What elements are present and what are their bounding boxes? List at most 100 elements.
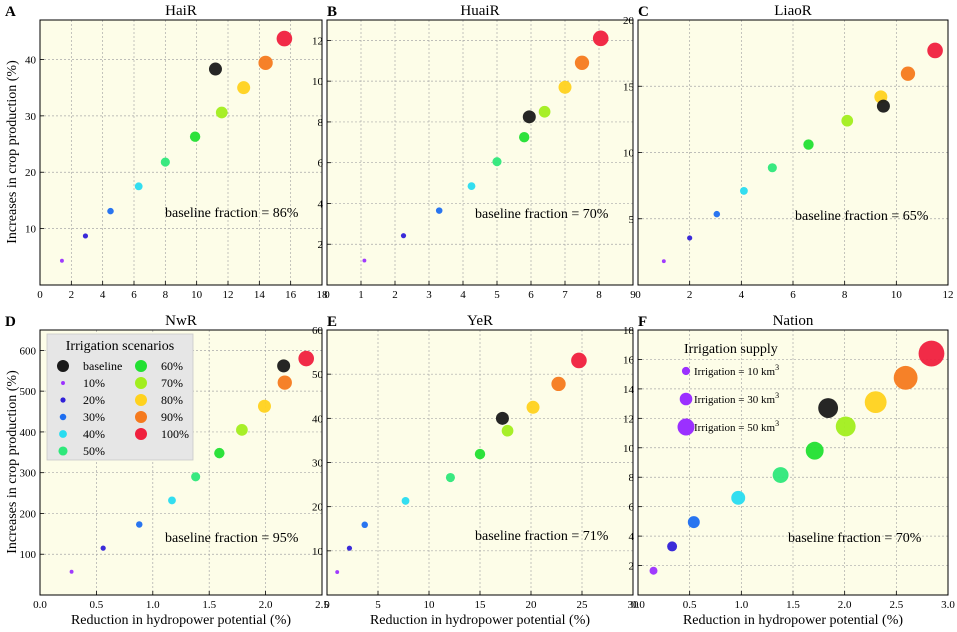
x-tick-label: 10 (191, 289, 203, 301)
x-tick-label: 6 (131, 289, 137, 301)
x-tick-label: 2 (392, 289, 398, 301)
baseline-fraction-annotation: baseline fraction = 71% (475, 529, 609, 544)
x-tick-label: 12 (223, 289, 234, 301)
legend-label: 40% (83, 427, 105, 441)
x-tick-label: 25 (577, 599, 589, 611)
y-tick-label: 100 (20, 549, 37, 561)
y-tick-label: 600 (20, 345, 37, 357)
point-90pct (900, 66, 916, 81)
x-tick-label: 8 (163, 289, 169, 301)
x-tick-label: 2.5 (889, 599, 903, 611)
point-10pct (661, 259, 666, 264)
x-tick-label: 1 (358, 289, 364, 301)
point-90pct (574, 55, 590, 70)
x-tick-label: 16 (285, 289, 297, 301)
point-30pct (687, 516, 700, 529)
y-tick-label: 30 (312, 458, 324, 470)
panel-letter: A (5, 4, 16, 20)
x-tick-label: 0 (635, 289, 641, 301)
point-100pct (571, 352, 587, 369)
y-tick-label: 2 (629, 561, 635, 573)
x-tick-label: 0 (37, 289, 43, 301)
point-90pct (277, 375, 292, 390)
y-tick-label: 500 (20, 386, 37, 398)
plot-area (40, 20, 322, 285)
y-tick-label: 400 (20, 427, 37, 439)
y-tick-label: 8 (629, 472, 635, 484)
y-tick-label: 20 (623, 15, 635, 27)
legend-label: baseline (83, 359, 122, 373)
point-30pct (435, 207, 443, 214)
x-tick-label: 0.0 (33, 599, 47, 611)
supply-legend-label: Irrigation = 50 km3 (694, 419, 779, 434)
point-baseline (277, 359, 291, 373)
legend-label: 70% (161, 376, 183, 390)
point-90pct (893, 365, 918, 390)
point-60pct (189, 131, 201, 142)
panel-letter: C (638, 4, 649, 20)
point-90pct (258, 55, 273, 71)
point-30pct (361, 521, 368, 529)
point-baseline (208, 62, 222, 76)
y-tick-label: 6 (318, 158, 324, 170)
point-50pct (445, 472, 455, 483)
x-axis-label: Reduction in hydropower potential (%) (683, 613, 903, 628)
legend-marker (59, 413, 67, 421)
point-10pct (362, 258, 367, 263)
point-30pct (713, 210, 721, 218)
y-tick-label: 40 (312, 413, 324, 425)
point-50pct (492, 157, 502, 167)
y-tick-label: 4 (629, 531, 635, 543)
point-20pct (400, 233, 407, 239)
x-tick-label: 4 (460, 289, 466, 301)
panel-letter: B (327, 4, 337, 20)
legend-label: 50% (83, 444, 105, 458)
x-tick-label: 8 (842, 289, 848, 301)
point-70pct (215, 106, 228, 119)
point-100pct (927, 42, 943, 59)
panel-f: 0.0 0.5 1.0 1.5 2.0 2.5 3.0 2 4 6 8 10 12 14 16 18 Natio… (623, 313, 955, 611)
x-tick-label: 1.5 (786, 599, 800, 611)
panel-title: HaiR (165, 3, 197, 19)
legend-label: 20% (83, 393, 105, 407)
point-40pct (134, 182, 143, 191)
y-tick-label: 6 (629, 502, 635, 514)
scenario-legend: Irrigation scenarios baseline 10% 20% 30% 40%… (46, 333, 194, 461)
point-10pct (69, 569, 74, 574)
legend-marker (135, 360, 147, 372)
x-tick-label: 5 (375, 599, 381, 611)
legend-marker (57, 360, 69, 372)
y-tick-label: 14 (623, 384, 635, 396)
superscript: 3 (775, 363, 779, 372)
baseline-fraction-annotation: baseline fraction = 70% (475, 207, 609, 222)
point-30pct (107, 207, 114, 215)
x-tick-label: 4 (100, 289, 106, 301)
y-tick-label: 15 (623, 81, 635, 93)
y-tick-label: 10 (312, 76, 324, 88)
point-40pct (467, 182, 476, 191)
y-tick-label: 16 (623, 354, 635, 366)
y-tick-label: 300 (20, 468, 37, 480)
plot-frame (637, 19, 949, 286)
point-20pct (667, 541, 678, 552)
superscript: 3 (775, 419, 779, 428)
point-10pct (649, 566, 658, 575)
x-tick-label: 5 (494, 289, 500, 301)
legend-marker (135, 428, 147, 440)
point-20pct (82, 233, 89, 239)
plot-frame (326, 19, 634, 286)
legend-marker (59, 430, 67, 438)
x-tick-label: 6 (790, 289, 796, 301)
legend-label: 30% (83, 410, 105, 424)
point-60pct (803, 139, 814, 150)
point-20pct (687, 235, 693, 241)
supply-legend-marker (681, 366, 691, 376)
legend-label: 100% (161, 427, 189, 441)
point-50pct (772, 467, 789, 483)
panel-letter: D (5, 314, 16, 330)
x-tick-label: 20 (526, 599, 538, 611)
point-100pct (592, 30, 609, 47)
y-tick-label: 20 (312, 502, 324, 514)
point-20pct (346, 545, 353, 551)
y-tick-label: 8 (318, 117, 324, 129)
